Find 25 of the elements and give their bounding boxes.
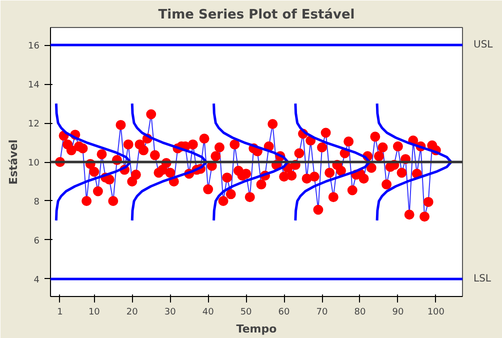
chart-title: Time Series Plot of Estável [158,8,355,22]
y-tick-label: 12 [28,120,40,130]
x-tick-label: 30 [164,308,176,318]
y-axis-title: Estável [7,139,20,185]
line-series [376,102,452,222]
ref-line-label: USL [474,40,494,51]
x-tick-label: 60 [278,308,290,318]
x-tick-label: 90 [392,308,404,318]
x-tick-label: 10 [88,308,100,318]
x-tick-label: 40 [202,308,214,318]
x-axis-title: Tempo [236,322,278,336]
x-tick-label: 50 [240,308,252,318]
y-tick-label: 16 [28,42,40,52]
x-tick-label: 80 [354,308,366,318]
ref-line-label: LSL [474,273,492,284]
y-tick-label: 14 [28,80,40,91]
y-tick-label: 10 [28,158,40,168]
y-tick-label: 6 [34,236,40,246]
x-tick-label: 1 [57,308,63,318]
y-tick-label: 4 [34,275,40,286]
line-series [54,102,132,222]
y-tick-label: 8 [34,197,40,208]
x-tick-label: 70 [316,308,328,318]
x-tick-label: 20 [126,308,138,318]
x-tick-label: 100 [427,308,445,318]
